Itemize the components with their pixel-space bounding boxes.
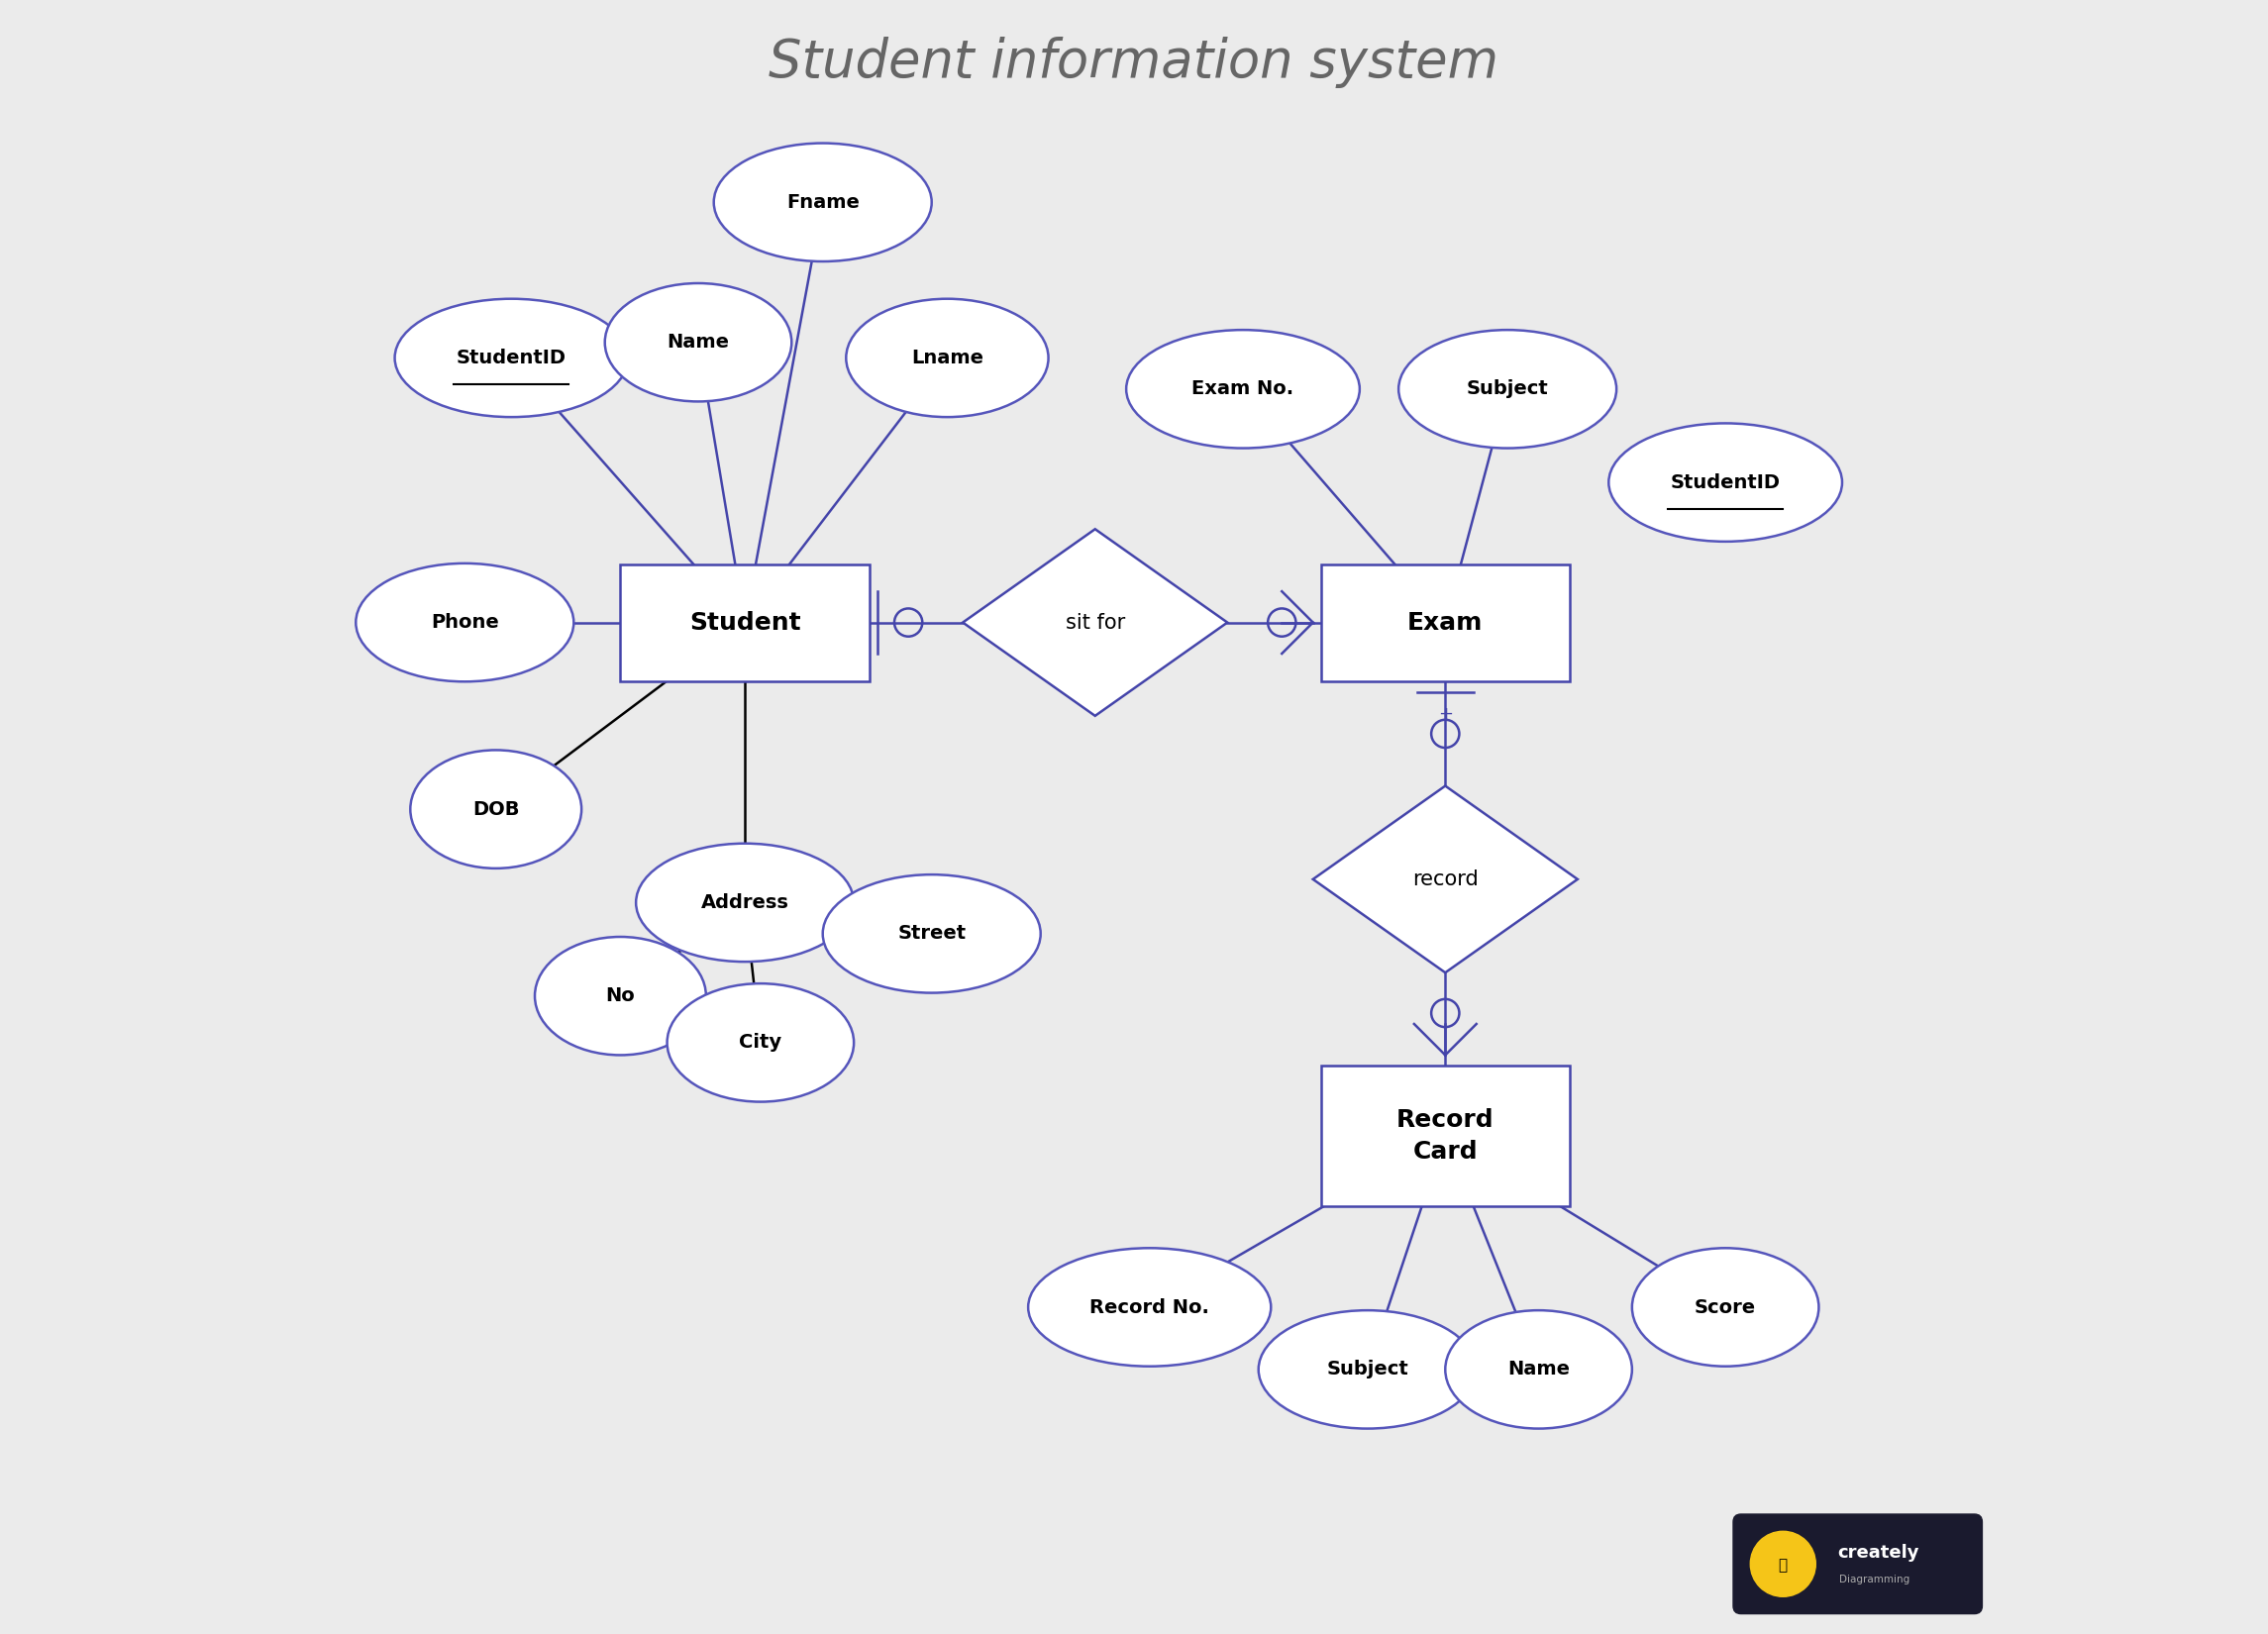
- Polygon shape: [964, 529, 1227, 716]
- Text: Phone: Phone: [431, 613, 499, 632]
- Text: Name: Name: [1508, 1359, 1569, 1379]
- Text: StudentID: StudentID: [1672, 472, 1780, 492]
- Text: +: +: [1438, 704, 1454, 722]
- Text: Exam No.: Exam No.: [1193, 379, 1295, 399]
- Ellipse shape: [667, 984, 853, 1101]
- Ellipse shape: [1259, 1310, 1476, 1428]
- Ellipse shape: [395, 299, 628, 417]
- Text: DOB: DOB: [472, 799, 519, 819]
- Text: sit for: sit for: [1066, 613, 1125, 632]
- Text: record: record: [1413, 869, 1479, 889]
- Bar: [1320, 1065, 1569, 1206]
- Text: Fname: Fname: [787, 193, 860, 212]
- Ellipse shape: [714, 144, 932, 261]
- Text: Score: Score: [1694, 1297, 1755, 1317]
- Text: Subject: Subject: [1327, 1359, 1408, 1379]
- Polygon shape: [1313, 786, 1579, 972]
- Text: Subject: Subject: [1467, 379, 1549, 399]
- Ellipse shape: [356, 564, 574, 681]
- Text: Student: Student: [689, 611, 801, 634]
- Ellipse shape: [1633, 1248, 1819, 1366]
- Ellipse shape: [1445, 1310, 1633, 1428]
- Text: City: City: [739, 1033, 782, 1052]
- Ellipse shape: [846, 299, 1048, 417]
- Bar: [1320, 564, 1569, 681]
- Bar: [621, 564, 869, 681]
- FancyBboxPatch shape: [1733, 1515, 1982, 1614]
- Text: Lname: Lname: [912, 348, 984, 368]
- Text: StudentID: StudentID: [456, 348, 567, 368]
- Text: Record No.: Record No.: [1089, 1297, 1209, 1317]
- Ellipse shape: [635, 843, 853, 962]
- Circle shape: [1751, 1531, 1817, 1596]
- Ellipse shape: [535, 936, 705, 1056]
- Text: No: No: [606, 987, 635, 1005]
- Ellipse shape: [606, 283, 792, 402]
- Text: Student information system: Student information system: [769, 36, 1499, 88]
- Ellipse shape: [1399, 330, 1617, 448]
- Ellipse shape: [1608, 423, 1842, 541]
- Text: Address: Address: [701, 894, 789, 912]
- Text: Name: Name: [667, 333, 730, 351]
- Ellipse shape: [1127, 330, 1361, 448]
- Text: Record
Card: Record Card: [1397, 1108, 1495, 1163]
- Text: creately: creately: [1837, 1544, 1919, 1562]
- Ellipse shape: [411, 750, 581, 868]
- Text: Street: Street: [898, 925, 966, 943]
- Text: 💡: 💡: [1778, 1559, 1787, 1574]
- Text: Diagramming: Diagramming: [1839, 1575, 1910, 1585]
- Text: Exam: Exam: [1408, 611, 1483, 634]
- Ellipse shape: [823, 874, 1041, 993]
- Ellipse shape: [1027, 1248, 1270, 1366]
